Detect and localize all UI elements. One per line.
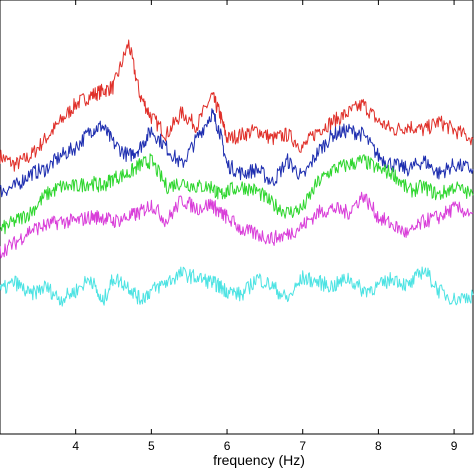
series-line-2 (0, 108, 474, 198)
x-tick-label: 4 (72, 439, 79, 453)
series-line-5 (0, 266, 474, 307)
x-tick-label: 7 (299, 439, 306, 453)
series-line-4 (0, 191, 474, 259)
x-tick-label: 8 (375, 439, 382, 453)
series-layer (0, 39, 474, 307)
x-axis-label: frequency (Hz) (213, 452, 305, 468)
x-tick-label: 6 (224, 439, 231, 453)
x-axis-ticks: 4 5 6 7 8 9 (72, 0, 458, 453)
series-line-3 (0, 153, 474, 235)
series-line-1 (0, 39, 474, 172)
plot-area-frame (0, 0, 474, 435)
x-tick-label: 5 (148, 439, 155, 453)
x-tick-label: 9 (451, 439, 458, 453)
